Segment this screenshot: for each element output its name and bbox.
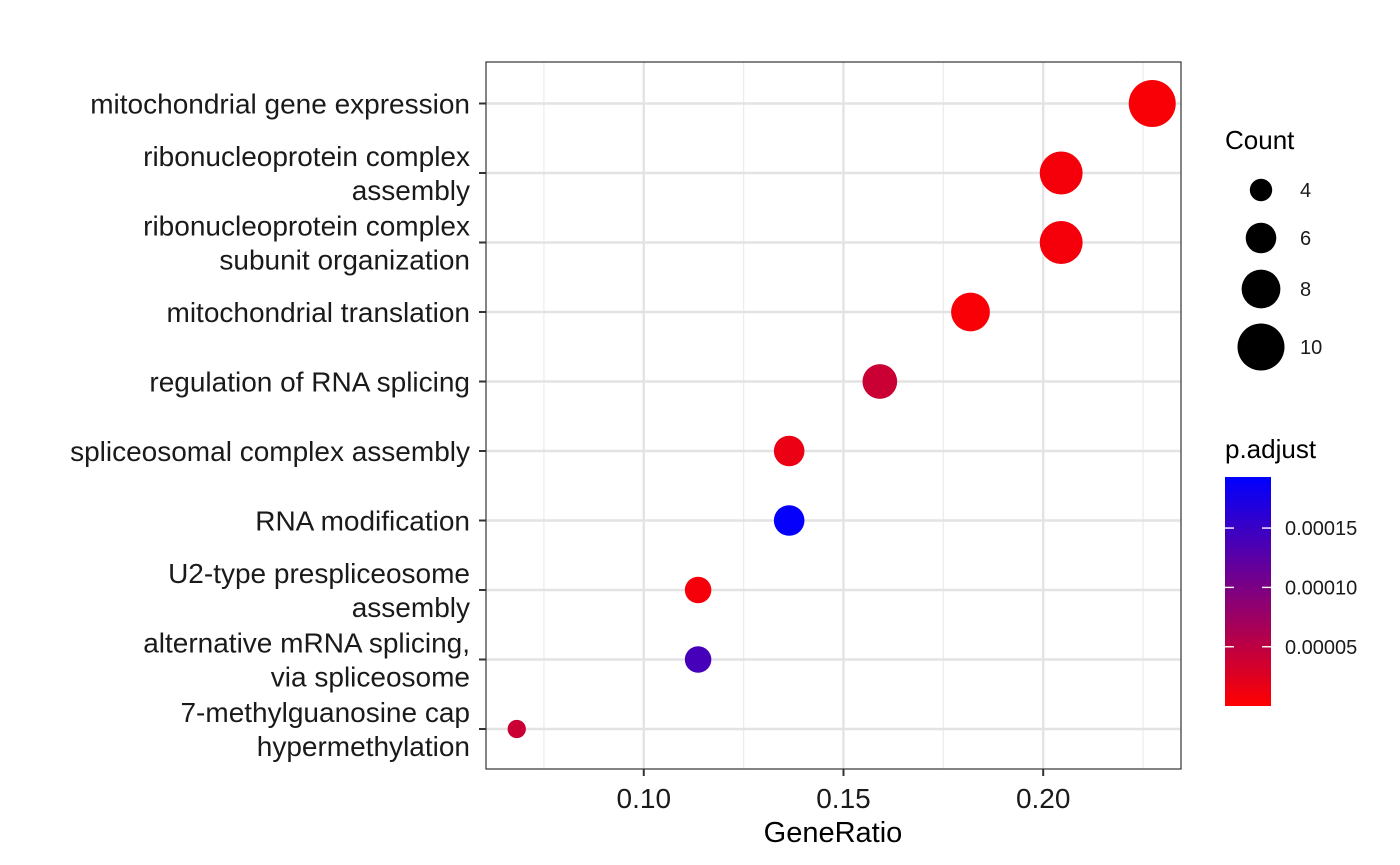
p-adjust-colorbar xyxy=(1225,477,1271,706)
y-tick-label-line: mitochondrial gene expression xyxy=(90,89,470,120)
count-legend-title: Count xyxy=(1225,125,1295,155)
y-tick-label-line: alternative mRNA splicing, xyxy=(143,628,470,659)
p-adjust-legend-label: 0.00010 xyxy=(1285,577,1357,599)
y-tick-label: mitochondrial translation xyxy=(167,297,471,328)
y-tick-label-line: spliceosomal complex assembly xyxy=(70,436,470,467)
y-tick-label-line: subunit organization xyxy=(219,245,470,276)
y-tick-label-line: assembly xyxy=(352,175,470,206)
x-axis: 0.10 0.15 0.20 xyxy=(617,769,1071,814)
y-tick-label: 7-methylguanosine cap hypermethylation xyxy=(180,697,470,762)
y-tick-label: ribonucleoprotein complex subunit organiz… xyxy=(143,211,470,276)
count-legend-key xyxy=(1241,269,1281,309)
data-point xyxy=(862,364,898,399)
count-legend-label: 8 xyxy=(1300,279,1311,301)
data-point xyxy=(1039,151,1083,195)
y-tick-label-line: ribonucleoprotein complex xyxy=(143,141,470,172)
count-legend-key xyxy=(1237,323,1285,371)
data-point xyxy=(684,646,712,673)
y-tick-label-line: U2-type prespliceosome xyxy=(168,558,470,589)
y-tick-label-line: ribonucleoprotein complex xyxy=(143,211,470,242)
y-tick-label-line: mitochondrial translation xyxy=(167,297,471,328)
p-adjust-legend: p.adjust 0.00005 0.00010 0.00015 xyxy=(1225,434,1357,706)
y-tick-label: regulation of RNA splicing xyxy=(149,367,470,398)
p-adjust-legend-label: 0.00015 xyxy=(1285,518,1357,540)
y-axis: mitochondrial gene expression ribonucleop… xyxy=(70,89,486,762)
y-tick-label-line: 7-methylguanosine cap xyxy=(180,697,470,728)
data-point xyxy=(684,576,712,604)
y-tick-label: U2-type prespliceosome assembly xyxy=(168,558,470,623)
x-tick-label: 0.15 xyxy=(816,783,871,814)
count-legend-key xyxy=(1245,222,1277,254)
y-tick-label-line: assembly xyxy=(352,592,470,623)
y-tick-label-line: via spliceosome xyxy=(271,662,470,693)
count-legend-key xyxy=(1249,178,1273,202)
x-axis-title: GeneRatio xyxy=(764,817,903,849)
y-tick-label: mitochondrial gene expression xyxy=(90,89,470,120)
data-point xyxy=(773,435,805,467)
y-tick-label: ribonucleoprotein complex assembly xyxy=(143,141,470,206)
count-legend-label: 10 xyxy=(1300,337,1322,359)
data-point xyxy=(1128,80,1176,127)
y-tick-label-line: hypermethylation xyxy=(257,731,470,762)
y-tick-label-line: regulation of RNA splicing xyxy=(149,367,470,398)
data-point xyxy=(1039,221,1083,264)
count-legend-label: 6 xyxy=(1300,228,1311,250)
y-tick-label: alternative mRNA splicing, via spliceosom… xyxy=(143,628,470,693)
data-point xyxy=(773,505,805,536)
count-legend: Count 4 6 8 10 xyxy=(1225,125,1322,371)
p-adjust-legend-title: p.adjust xyxy=(1225,434,1317,464)
data-points xyxy=(507,80,1176,739)
y-tick-label: RNA modification xyxy=(255,506,470,537)
count-legend-label: 4 xyxy=(1300,180,1311,202)
data-point xyxy=(507,719,526,739)
data-point xyxy=(951,292,990,332)
y-tick-label-line: RNA modification xyxy=(255,506,470,537)
plot-border xyxy=(485,61,1182,770)
p-adjust-legend-label: 0.00005 xyxy=(1285,637,1357,659)
x-tick-label: 0.20 xyxy=(1016,783,1071,814)
y-tick-label: spliceosomal complex assembly xyxy=(70,436,470,467)
x-tick-label: 0.10 xyxy=(617,783,672,814)
